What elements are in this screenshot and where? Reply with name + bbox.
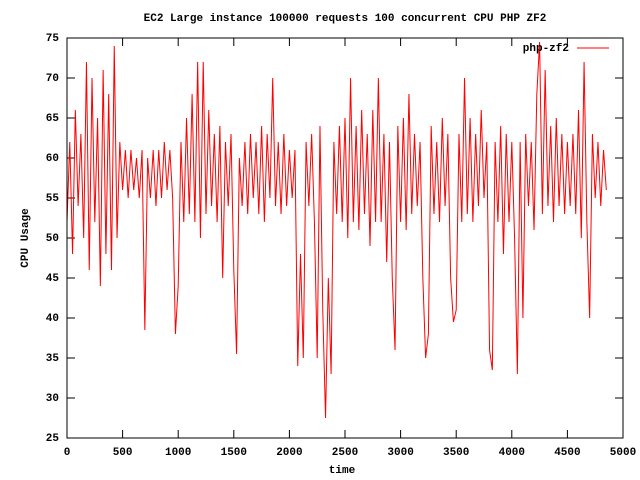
y-tick-label: 25: [46, 433, 60, 445]
data-line: [66, 41, 607, 419]
x-tick-label: 4000: [499, 447, 525, 459]
x-tick-label: 2500: [332, 447, 358, 459]
y-tick-label: 55: [46, 193, 60, 205]
x-tick-label: 1500: [221, 447, 247, 459]
x-tick-label: 3000: [387, 447, 413, 459]
x-tick-label: 1000: [165, 447, 191, 459]
x-axis-label: time: [329, 465, 356, 477]
x-tick-label: 5000: [610, 447, 636, 459]
x-tick-label: 500: [113, 447, 133, 459]
y-tick-label: 35: [46, 353, 60, 365]
y-tick-label: 40: [46, 313, 59, 325]
x-tick-label: 4500: [554, 447, 580, 459]
x-tick-label: 3500: [443, 447, 469, 459]
y-tick-label: 60: [46, 153, 59, 165]
y-tick-label: 45: [46, 273, 60, 285]
y-tick-label: 70: [46, 73, 59, 85]
chart-title: EC2 Large instance 100000 requests 100 c…: [144, 13, 547, 25]
plot-border: [66, 37, 624, 439]
x-tick-label: 0: [64, 447, 71, 459]
y-axis-label: CPU Usage: [20, 208, 32, 268]
y-tick-label: 30: [46, 393, 59, 405]
legend-label: php-zf2: [523, 43, 569, 55]
y-tick-label: 75: [46, 33, 60, 45]
y-tick-label: 50: [46, 233, 59, 245]
y-tick-label: 65: [46, 113, 60, 125]
x-tick-label: 2000: [276, 447, 302, 459]
